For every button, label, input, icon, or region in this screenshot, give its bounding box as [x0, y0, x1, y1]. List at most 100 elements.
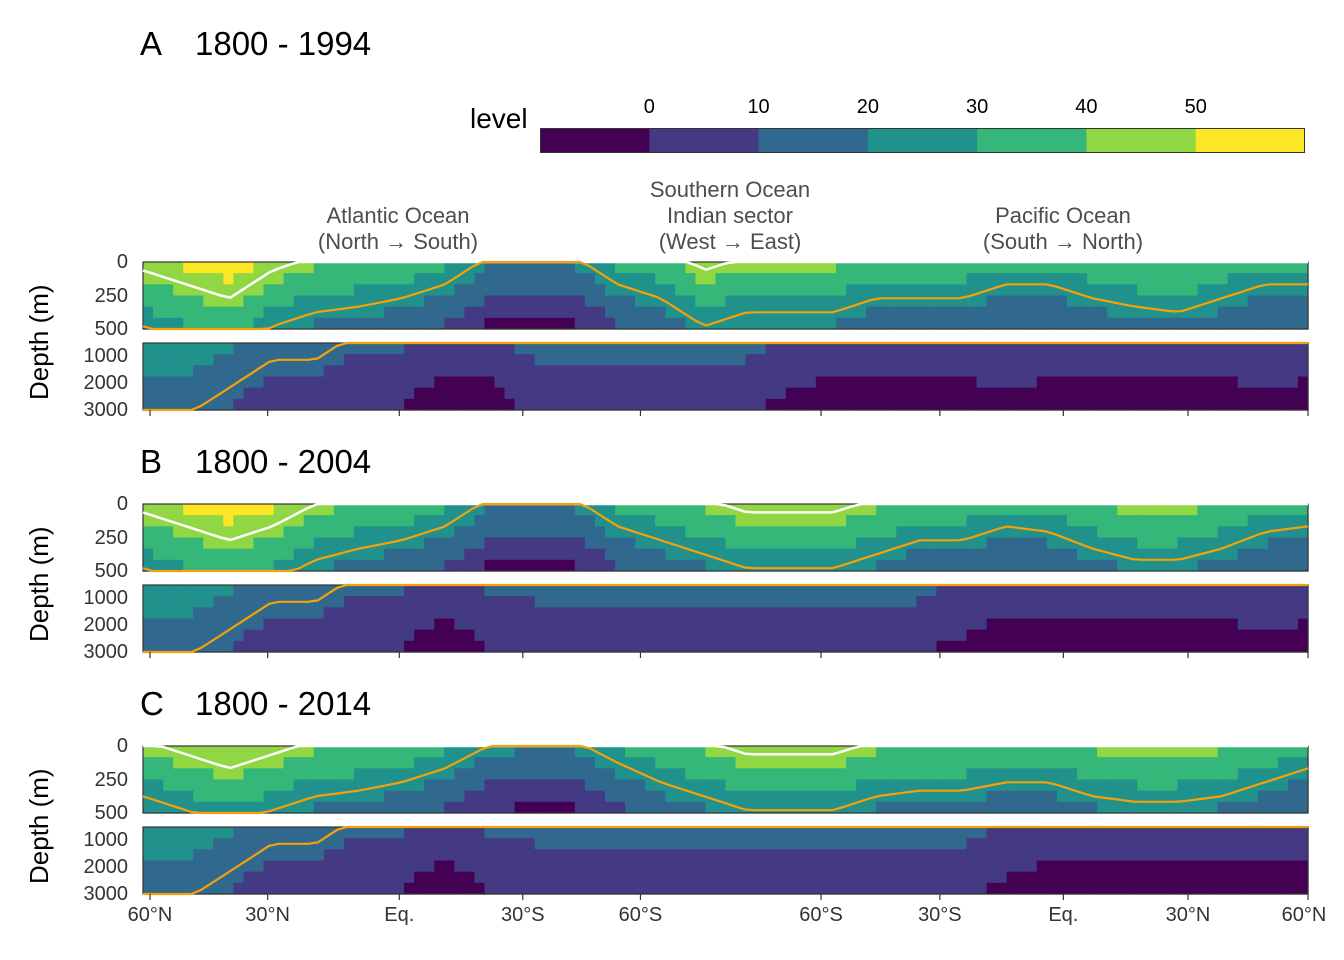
- upper-section-cell: [163, 306, 174, 319]
- upper-section-cell: [775, 284, 787, 297]
- lower-section-cell: [986, 827, 998, 839]
- lower-section-cell: [384, 398, 395, 411]
- upper-section-cell: [1016, 537, 1028, 550]
- upper-section-cell: [926, 559, 937, 572]
- lower-section-cell: [594, 838, 606, 850]
- lower-section-cell: [233, 607, 245, 620]
- lower-section-cell: [213, 640, 224, 653]
- upper-section-cell: [825, 284, 837, 297]
- lower-section-cell: [1016, 376, 1028, 389]
- upper-section-cell: [1066, 284, 1078, 297]
- upper-section-cell: [424, 548, 435, 561]
- upper-section-cell: [363, 504, 375, 516]
- lower-section-cell: [1087, 387, 1098, 400]
- lower-section-cell: [795, 827, 807, 839]
- upper-section-cell: [916, 548, 927, 561]
- upper-section-cell: [986, 548, 998, 561]
- upper-section-cell: [1077, 295, 1088, 308]
- lower-section-cell: [223, 398, 234, 411]
- lower-section-cell: [966, 849, 978, 862]
- lower-section-cell: [926, 860, 937, 873]
- lower-section-cell: [1097, 607, 1108, 620]
- lower-section-cell: [795, 585, 807, 597]
- lower-section-cell: [906, 343, 917, 355]
- lower-section-cell: [946, 376, 958, 389]
- lower-section-cell: [373, 343, 385, 355]
- lower-section-cell: [604, 387, 616, 400]
- upper-section-cell: [1046, 746, 1058, 758]
- upper-section-cell: [956, 548, 968, 561]
- upper-section-cell: [755, 537, 767, 550]
- upper-section-cell: [956, 504, 968, 516]
- lower-section-cell: [1297, 871, 1309, 884]
- depth-tick-label: 2000: [83, 856, 129, 878]
- lower-section-cell: [1127, 871, 1138, 884]
- upper-section-cell: [183, 537, 194, 550]
- lower-section-cell: [765, 387, 777, 400]
- upper-section-cell: [143, 746, 154, 758]
- upper-section-cell: [534, 779, 546, 792]
- upper-section-cell: [886, 768, 897, 781]
- lower-section-cell: [765, 827, 777, 839]
- x-tick-label: 30°S: [500, 904, 545, 926]
- lower-section-cell: [1247, 343, 1259, 355]
- lower-section-cell: [866, 640, 877, 653]
- lower-section-cell: [906, 607, 917, 620]
- lower-section-cell: [303, 585, 315, 597]
- upper-section-cell: [876, 317, 887, 330]
- upper-section-cell: [163, 295, 174, 308]
- depth-tick-label: 250: [94, 768, 128, 791]
- lower-section-cell: [725, 596, 737, 608]
- lower-section-cell: [1097, 640, 1108, 653]
- lower-section-cell: [735, 607, 747, 620]
- upper-section-cell: [273, 779, 285, 792]
- lower-section-cell: [1237, 365, 1249, 378]
- lower-section-cell: [936, 376, 948, 389]
- depth-tick-label: 1000: [83, 345, 129, 367]
- lower-section-cell: [1026, 398, 1038, 411]
- lower-section-cell: [404, 618, 415, 631]
- lower-section-cell: [153, 376, 164, 389]
- upper-section-cell: [193, 504, 204, 516]
- upper-section-cell: [956, 801, 968, 814]
- upper-section-cell: [474, 306, 486, 319]
- lower-section-cell: [404, 849, 415, 862]
- lower-section-cell: [223, 838, 234, 850]
- upper-section-cell: [504, 317, 516, 330]
- lower-section-cell: [1157, 860, 1168, 873]
- upper-section-cell: [1046, 515, 1058, 527]
- upper-section-cell: [615, 295, 626, 308]
- lower-section-cell: [1237, 871, 1249, 884]
- upper-section-cell: [394, 306, 405, 319]
- lower-section-cell: [564, 354, 576, 366]
- lower-section-cell: [454, 596, 465, 608]
- upper-section-cell: [183, 515, 194, 527]
- lower-section-cell: [765, 343, 777, 355]
- upper-section-cell: [956, 757, 968, 769]
- lower-section-cell: [223, 827, 234, 839]
- lower-section-cell: [233, 871, 245, 884]
- upper-section-cell: [805, 559, 817, 572]
- lower-section-cell: [434, 343, 445, 355]
- upper-section-cell: [956, 768, 968, 781]
- lower-section-cell: [775, 618, 787, 631]
- upper-section-cell: [1097, 273, 1108, 285]
- upper-section-cell: [1207, 295, 1219, 308]
- lower-section-cell: [1036, 629, 1048, 642]
- upper-section-cell: [183, 790, 194, 803]
- lower-section-cell: [725, 640, 737, 653]
- lower-section-cell: [504, 849, 516, 862]
- upper-section-cell: [1267, 537, 1279, 550]
- lower-section-cell: [735, 365, 747, 378]
- lower-section-cell: [253, 860, 265, 873]
- upper-section-cell: [906, 526, 917, 539]
- upper-section-cell: [1046, 295, 1058, 308]
- upper-section-cell: [1277, 768, 1289, 781]
- upper-section-cell: [956, 526, 968, 539]
- upper-section-cell: [1187, 801, 1199, 814]
- lower-section-cell: [1297, 882, 1309, 895]
- lower-section-cell: [163, 607, 174, 620]
- lower-section-cell: [534, 871, 546, 884]
- lower-section-cell: [645, 376, 656, 389]
- lower-section-cell: [705, 618, 717, 631]
